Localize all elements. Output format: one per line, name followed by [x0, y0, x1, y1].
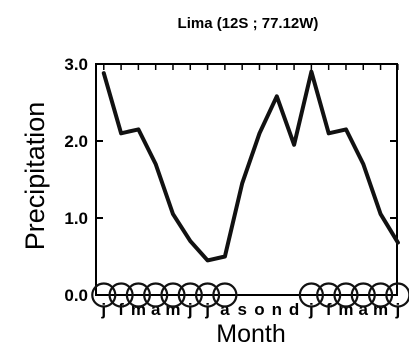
chart-marks	[91, 69, 409, 308]
x-tick-label: j	[308, 300, 314, 319]
y-tick-label: 2.0	[64, 132, 88, 151]
data-point	[309, 70, 313, 74]
x-tick-label: m	[131, 300, 146, 319]
data-point	[361, 162, 365, 166]
zero-rain-circle	[298, 282, 324, 308]
zero-rain-circle	[125, 282, 151, 308]
x-tick-label: n	[272, 300, 282, 319]
data-point	[396, 241, 400, 245]
data-point	[119, 131, 123, 135]
chart-title: Lima (12S ; 77.12W)	[178, 15, 319, 32]
x-tick-label: a	[151, 300, 161, 319]
x-tick-label: f	[118, 300, 124, 319]
zero-rain-circle	[160, 282, 186, 308]
data-point	[378, 212, 383, 216]
plot-frame	[95, 63, 398, 296]
x-tick-label: f	[326, 300, 332, 319]
zero-rain-circle	[108, 282, 134, 308]
axes: 0.01.02.03.0j f m a m j j a s o n d j f m a m j	[64, 55, 400, 319]
zero-rain-circle	[350, 282, 376, 308]
y-tick-label: 0.0	[64, 286, 88, 305]
x-tick-label: j	[394, 300, 400, 319]
x-tick-label: a	[220, 300, 230, 319]
data-point	[223, 254, 227, 259]
zero-rain-circle	[212, 282, 238, 308]
y-tick-label: 1.0	[64, 209, 88, 228]
x-tick-label: s	[237, 300, 246, 319]
zero-rain-circle	[194, 282, 221, 308]
zero-rain-circle	[367, 282, 394, 308]
zero-rain-circle	[91, 282, 117, 308]
data-point	[327, 131, 331, 135]
x-tick-label: o	[254, 300, 264, 319]
precipitation-line	[101, 69, 400, 263]
x-tick-label: d	[289, 300, 299, 319]
data-point	[275, 94, 279, 98]
x-tick-label: a	[359, 300, 369, 319]
x-axis-label: Month	[216, 320, 285, 348]
y-tick-label: 3.0	[64, 55, 88, 74]
x-tick-label: j	[204, 300, 210, 319]
data-point	[292, 143, 296, 147]
data-point	[205, 258, 210, 262]
data-point	[188, 239, 192, 243]
zero-rain-circle	[177, 282, 203, 308]
data-point	[154, 162, 158, 166]
data-point	[136, 127, 140, 132]
y-axis-label: Precipitation	[20, 102, 50, 251]
x-tick-label: m	[165, 300, 180, 319]
data-point	[171, 212, 175, 216]
zero-rain-circle	[333, 282, 359, 308]
x-tick-label: m	[338, 300, 353, 319]
data-point	[240, 181, 244, 185]
zero-rain-circle	[143, 282, 169, 308]
zero-rain-circle	[316, 282, 342, 308]
data-point	[344, 127, 348, 132]
x-tick-label: m	[373, 300, 388, 319]
x-tick-label: j	[187, 300, 193, 319]
data-point	[102, 71, 106, 75]
x-tick-label: j	[100, 300, 106, 319]
data-point	[257, 131, 262, 135]
zero-rain-circle	[385, 282, 409, 308]
